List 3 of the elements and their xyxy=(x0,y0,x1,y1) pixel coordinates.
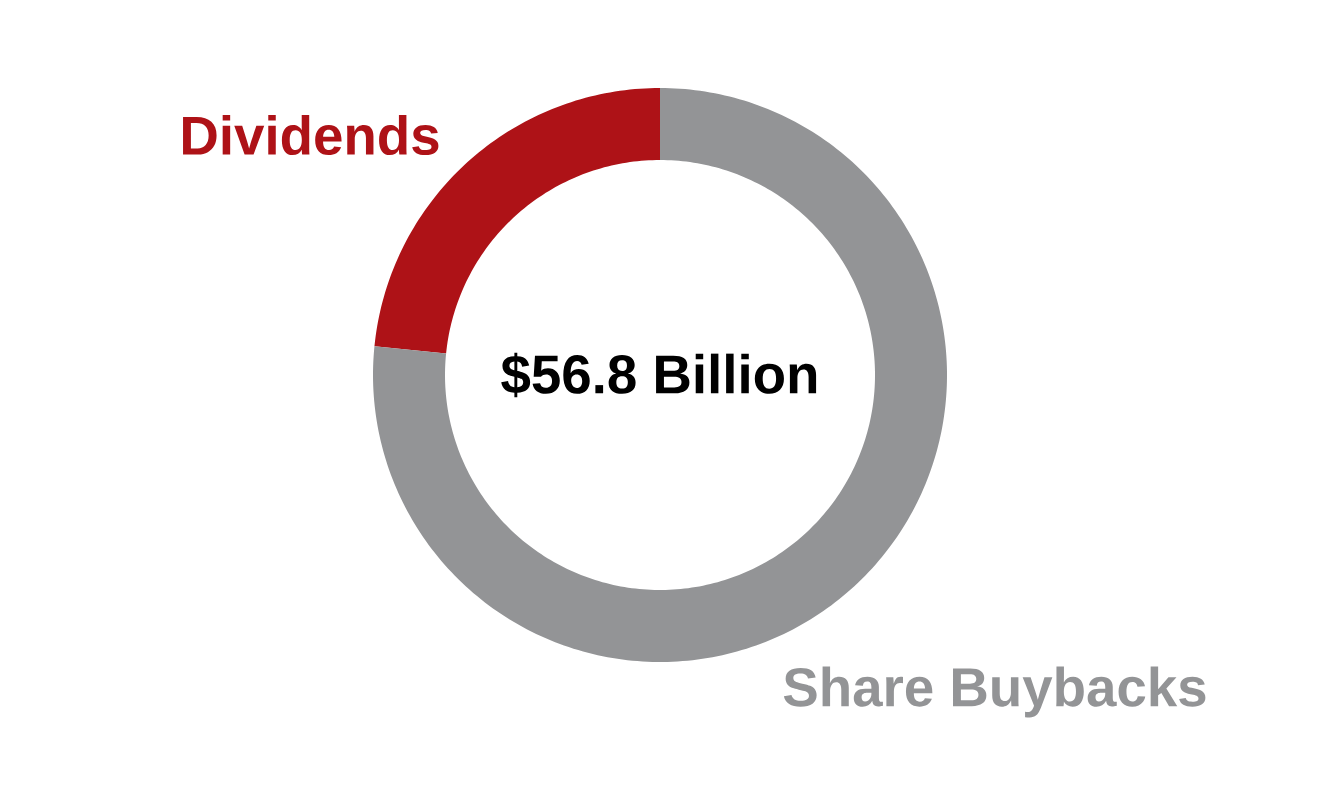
text: $56.8 Billion xyxy=(501,352,817,398)
slice-label: Dividends xyxy=(183,114,439,156)
slice-label: Share Buybacks xyxy=(783,666,1206,718)
